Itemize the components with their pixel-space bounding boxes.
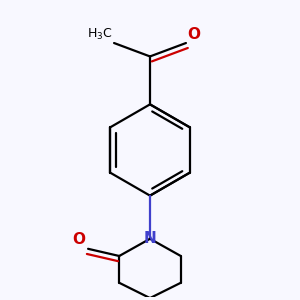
Text: O: O — [188, 27, 200, 42]
Text: N: N — [144, 231, 156, 246]
Text: H$_3$C: H$_3$C — [87, 26, 112, 42]
Text: O: O — [72, 232, 85, 247]
